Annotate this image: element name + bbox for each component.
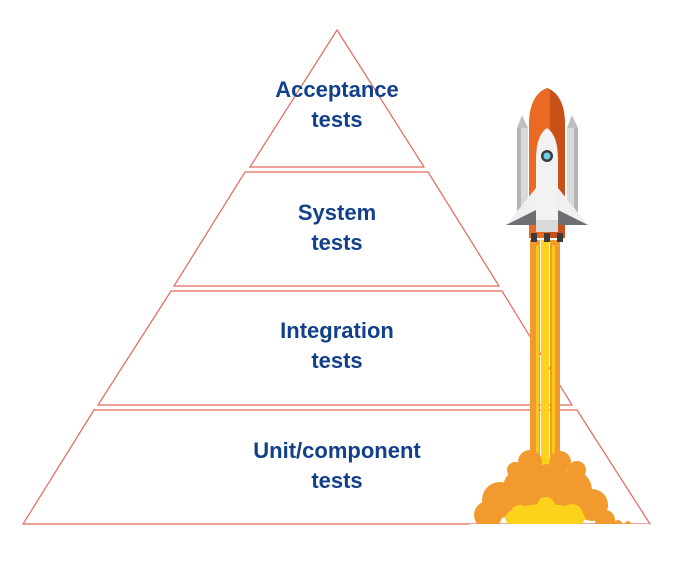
tier-integration-line2: tests <box>311 348 363 373</box>
tier-system-line2: tests <box>311 230 363 255</box>
tier-unit-line2: tests <box>311 468 363 493</box>
tier-outline-system <box>172 171 501 287</box>
tier-integration-line1: Integration <box>280 318 394 343</box>
tier-acceptance-line1: Acceptance <box>275 77 399 102</box>
tier-outline-acceptance <box>248 28 426 168</box>
tier-label-acceptance: Acceptance tests <box>187 75 487 135</box>
tier-unit-line1: Unit/component <box>253 438 421 463</box>
tier-label-unit: Unit/component tests <box>187 436 487 496</box>
tier-label-integration: Integration tests <box>187 316 487 376</box>
tier-system-line1: System <box>297 200 377 225</box>
tier-label-system: System tests <box>187 198 487 258</box>
tier-outline-integration <box>96 290 574 406</box>
rocket-icon <box>470 88 650 536</box>
tier-acceptance-line2: tests <box>311 107 363 132</box>
